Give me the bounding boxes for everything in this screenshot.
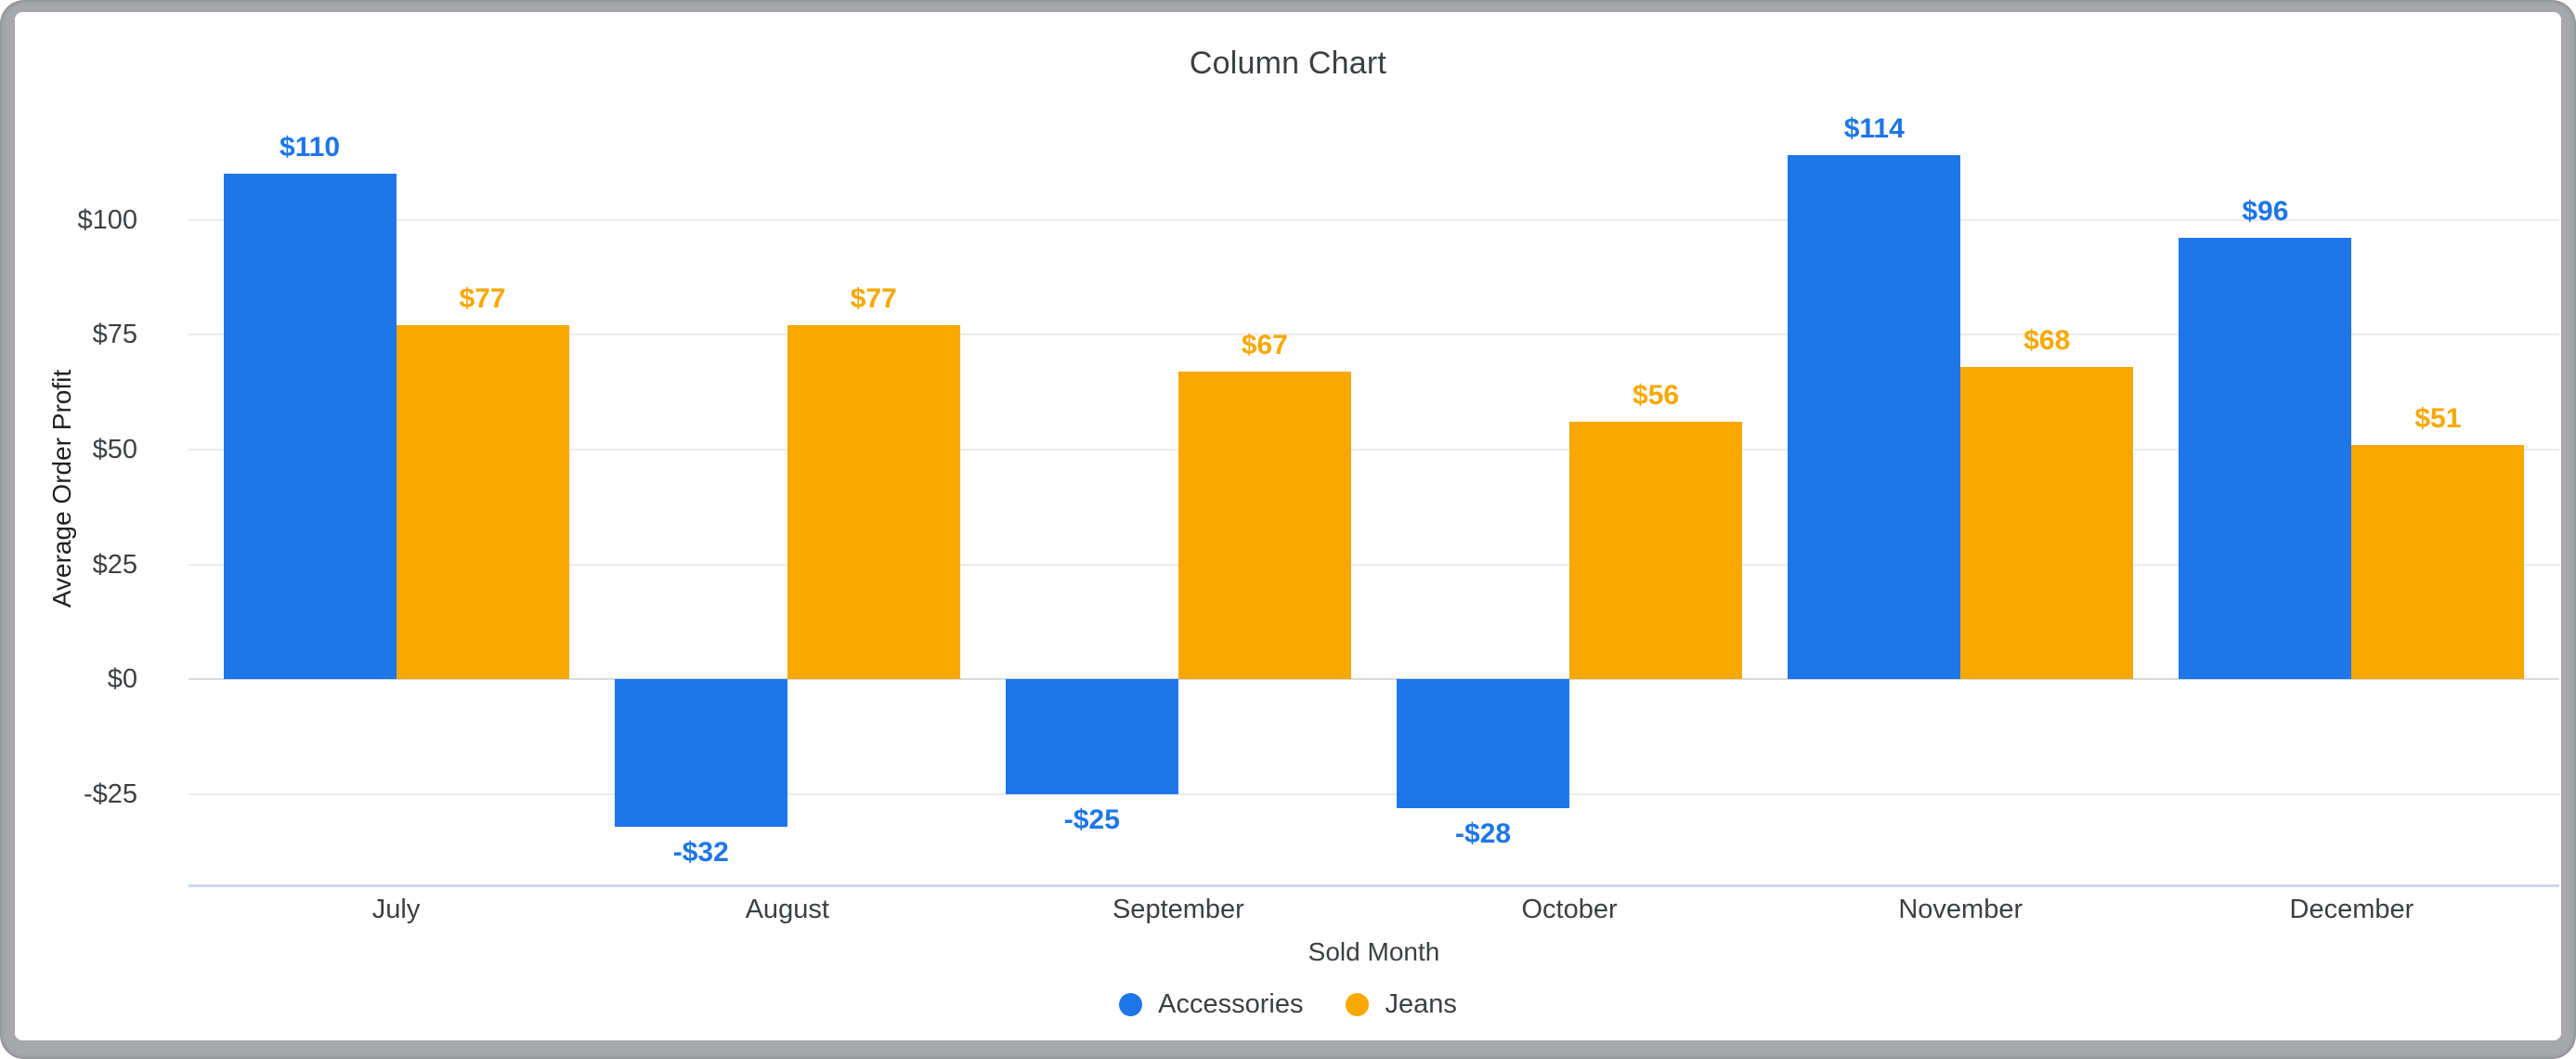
- bar-value-label: -$25: [1063, 804, 1120, 836]
- bar-value-label: $114: [1843, 113, 1905, 145]
- x-axis-category-label: September: [1112, 895, 1244, 924]
- bar-accessories-august[interactable]: [614, 679, 787, 827]
- bar-value-label: $96: [2242, 196, 2289, 228]
- bar-accessories-october[interactable]: [1397, 679, 1570, 808]
- legend-item-accessories[interactable]: Accessories: [1119, 989, 1303, 1020]
- chart-window: Column Chart Average Order Profit $100 $7…: [15, 12, 2561, 1040]
- x-axis-category-label: December: [2289, 895, 2414, 924]
- bar-value-label: $77: [850, 283, 897, 315]
- legend-dot-icon: [1119, 993, 1143, 1016]
- bar-value-label: $110: [280, 132, 341, 163]
- chart-title: Column Chart: [1189, 46, 1387, 81]
- legend-label: Jeans: [1385, 989, 1457, 1019]
- y-axis-tick-label: $25: [92, 549, 137, 580]
- gridline: [189, 333, 2559, 336]
- bar-value-label: -$28: [1455, 817, 1512, 849]
- x-axis-category-label: November: [1898, 895, 2023, 924]
- bar-value-label: $67: [1241, 329, 1288, 360]
- bar-jeans-october[interactable]: [1569, 422, 1743, 680]
- x-axis-title: Sold Month: [1308, 937, 1440, 966]
- bar-accessories-december[interactable]: [2179, 238, 2352, 680]
- bar-value-label: $68: [2023, 324, 2071, 356]
- y-axis-tick-label: $50: [92, 434, 137, 464]
- bar-jeans-december[interactable]: [2351, 444, 2525, 680]
- bar-value-label: -$32: [672, 836, 729, 868]
- bar-jeans-july[interactable]: [396, 325, 569, 680]
- y-axis-tick-label: $0: [107, 664, 137, 695]
- legend-dot-icon: [1346, 993, 1370, 1016]
- chart-legend: Accessories Jeans: [15, 989, 2561, 1020]
- gridline: [189, 793, 2559, 796]
- y-axis-tick-label: -$25: [83, 779, 137, 810]
- bar-jeans-november[interactable]: [1960, 366, 2134, 680]
- bar-value-label: $77: [459, 283, 506, 315]
- x-axis-category-label: August: [745, 895, 829, 924]
- y-axis-tick-label: $100: [77, 204, 137, 235]
- gridline: [189, 218, 2559, 221]
- legend-label: Accessories: [1158, 989, 1304, 1019]
- bar-jeans-september[interactable]: [1177, 371, 1351, 680]
- bar-value-label: $51: [2414, 402, 2462, 434]
- x-axis-category-label: July: [371, 895, 421, 924]
- bar-value-label: $56: [1633, 380, 1680, 412]
- gridline: [189, 563, 2559, 566]
- legend-item-jeans[interactable]: Jeans: [1346, 989, 1457, 1020]
- y-axis-tick-label: $75: [92, 320, 137, 350]
- zero-gridline: [189, 678, 2559, 681]
- plot-area: $110 $77 -$32 $77 -$25 $67 -$28 $56 $114 $68 $96 $5…: [189, 91, 2559, 887]
- bar-accessories-november[interactable]: [1788, 155, 1961, 680]
- x-axis-line: [189, 884, 2559, 887]
- bar-accessories-september[interactable]: [1005, 679, 1178, 795]
- bar-accessories-july[interactable]: [223, 174, 397, 680]
- x-axis-category-label: October: [1521, 895, 1618, 924]
- bar-jeans-august[interactable]: [787, 325, 960, 680]
- gridline: [189, 448, 2559, 451]
